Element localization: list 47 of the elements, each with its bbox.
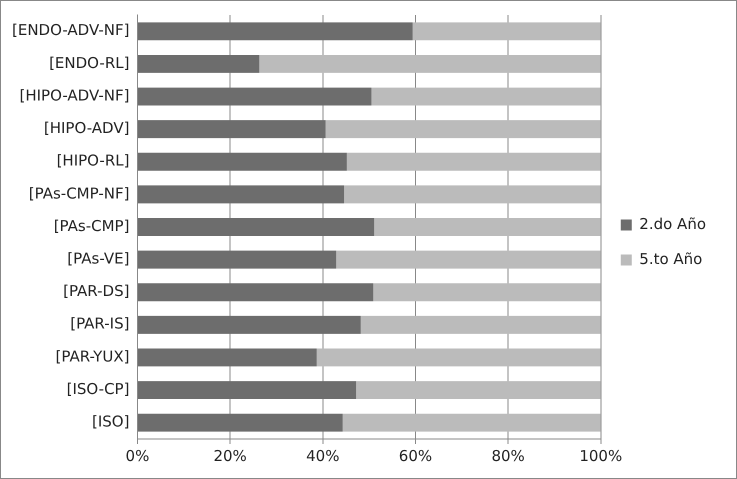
- bar: [138, 250, 336, 269]
- y-tick-label: [ISO]: [92, 412, 130, 431]
- y-tick-label: [PAs-VE]: [67, 250, 130, 268]
- y-tick-label: [ENDO-RL]: [49, 54, 130, 72]
- bar: [412, 22, 601, 40]
- y-tick-label: [HIPO-RL]: [56, 152, 130, 170]
- bar: [138, 218, 374, 236]
- bar: [346, 152, 601, 171]
- y-tick-label: [PAR-DS]: [63, 282, 130, 300]
- x-tick-label: 40%: [306, 446, 340, 465]
- bar: [356, 381, 601, 400]
- bar: [138, 120, 326, 138]
- bar: [138, 185, 344, 204]
- x-tick-label: 80%: [491, 446, 525, 465]
- bar: [138, 414, 343, 432]
- bar: [138, 283, 374, 302]
- bar: [374, 218, 601, 236]
- y-tick-label: [PAs-CMP-NF]: [28, 184, 130, 202]
- bar: [138, 152, 347, 171]
- y-tick-label: [PAs-CMP]: [54, 216, 130, 235]
- bar: [371, 88, 601, 106]
- bar: [138, 348, 317, 366]
- y-tick-label: [HIPO-ADV-NF]: [20, 86, 130, 104]
- bar: [138, 381, 356, 400]
- bar: [138, 316, 361, 334]
- bar: [360, 316, 601, 334]
- y-tick-label: [ISO-CP]: [66, 380, 130, 398]
- y-tick-label: [PAR-YUX]: [56, 347, 130, 366]
- bar: [326, 120, 601, 138]
- bar: [373, 283, 601, 302]
- bar: [138, 22, 413, 40]
- x-tick-label: 100%: [579, 446, 622, 465]
- x-tick-label: 0%: [126, 446, 150, 465]
- y-tick-label: [PAR-IS]: [70, 314, 130, 333]
- bar: [336, 250, 601, 269]
- bar: [342, 414, 601, 432]
- y-tick-label: [ENDO-ADV-NF]: [12, 21, 130, 40]
- legend-label: 5.to Año: [639, 250, 702, 268]
- legend-label: 2.do Año: [639, 214, 706, 233]
- x-tick-label: 60%: [398, 446, 432, 465]
- bar: [316, 348, 601, 366]
- x-tick-label: 20%: [213, 446, 247, 465]
- bar: [344, 185, 601, 204]
- bar: [138, 54, 260, 73]
- bar: [259, 54, 601, 73]
- y-tick-label: [HIPO-ADV]: [44, 119, 130, 138]
- bar: [138, 88, 372, 106]
